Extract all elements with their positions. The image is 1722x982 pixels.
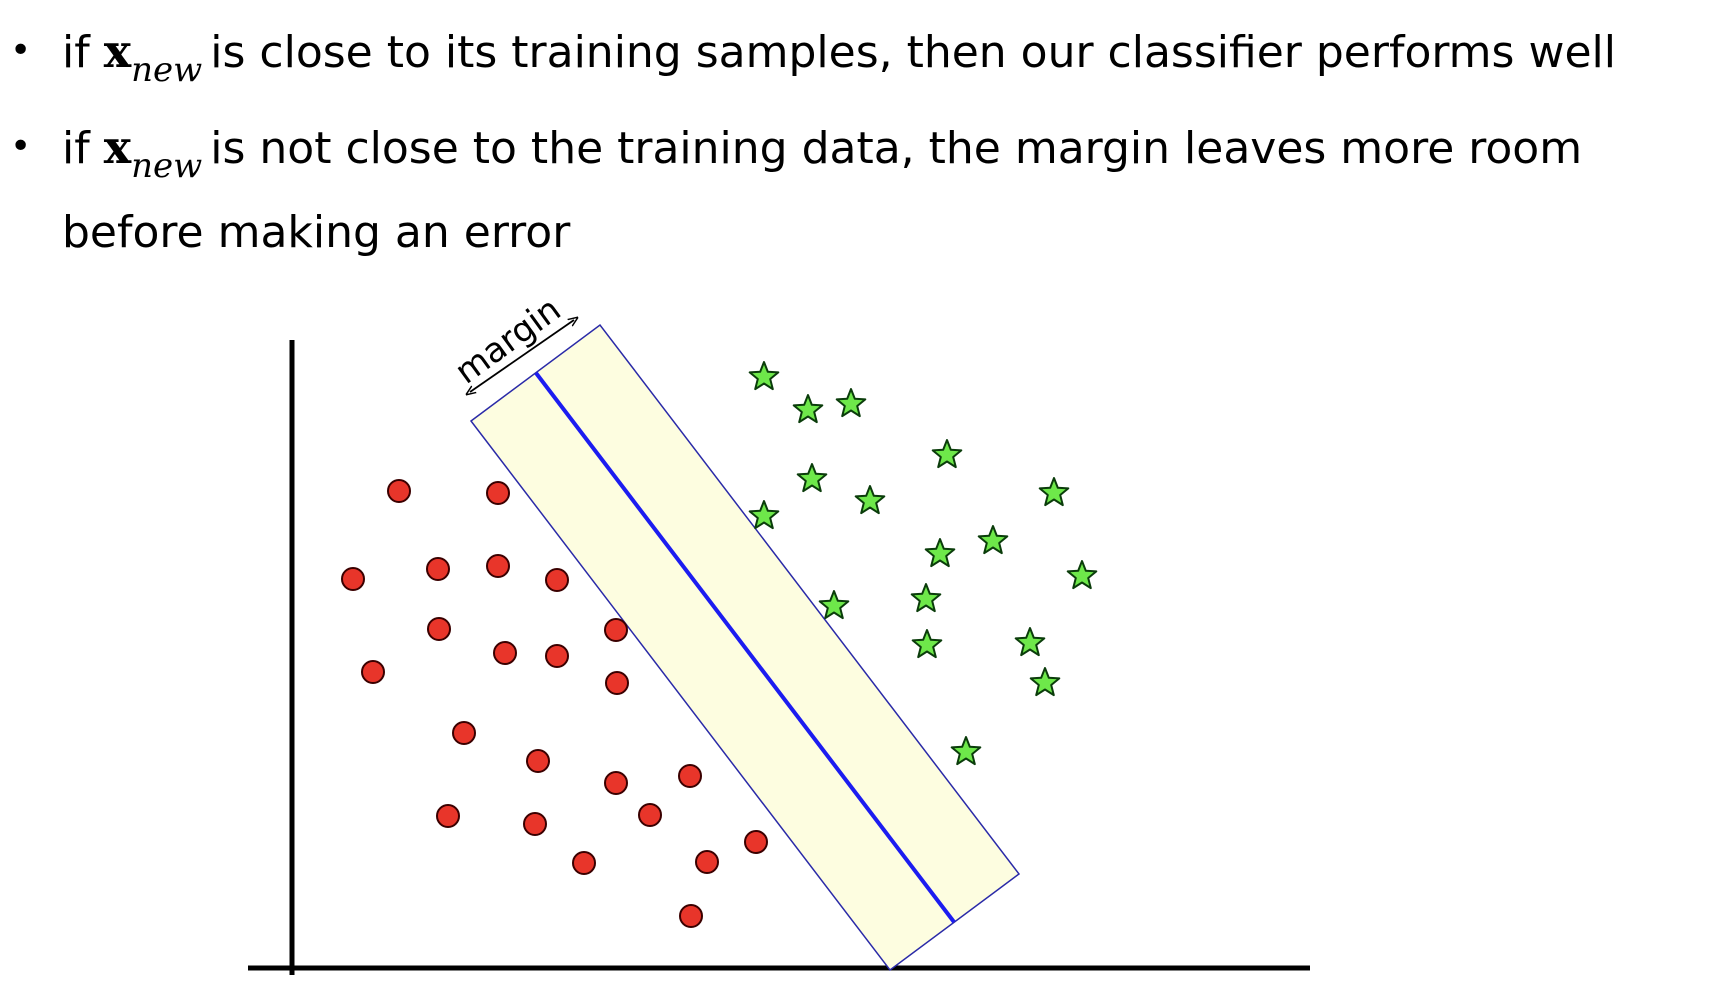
bullet-word-if: if: [62, 27, 90, 78]
bullet-word-if: if: [62, 123, 90, 174]
green-star-point: [1029, 667, 1061, 697]
class-b-points: [748, 361, 1098, 766]
red-circle-point: [744, 830, 768, 854]
bullet-rest-text: is not close to the training data, the m…: [210, 123, 1583, 174]
red-circle-point: [387, 479, 411, 503]
bullet-rest-text: is close to its training samples, then o…: [210, 27, 1616, 78]
red-circle-point: [545, 644, 569, 668]
red-circle-point: [604, 771, 628, 795]
green-star-point: [748, 500, 780, 530]
math-subscript-new: new: [131, 50, 203, 90]
red-circle-point: [436, 804, 460, 828]
green-star-point: [977, 525, 1009, 555]
green-star-point: [835, 388, 867, 418]
bullet-dot: •: [10, 30, 32, 71]
red-circle-point: [604, 618, 628, 642]
red-circle-point: [695, 850, 719, 874]
red-circle-point: [545, 568, 569, 592]
red-circle-point: [341, 567, 365, 591]
bullet-text-1: if xnew is close to its training samples,…: [62, 8, 1616, 99]
red-circle-point: [427, 617, 451, 641]
bullet-text-2: if xnew is not close to the training data…: [62, 104, 1582, 195]
green-star-point: [854, 485, 886, 515]
red-circle-point: [526, 749, 550, 773]
green-star-point: [1014, 627, 1046, 657]
green-star-point: [1038, 477, 1070, 507]
green-star-point: [792, 394, 824, 424]
red-circle-point: [679, 904, 703, 928]
red-circle-point: [605, 671, 629, 695]
green-star-point: [911, 629, 943, 659]
green-star-point: [910, 583, 942, 613]
margin-arrow: [470, 320, 574, 392]
green-star-point: [924, 538, 956, 568]
green-star-point: [748, 361, 780, 391]
red-circle-point: [486, 554, 510, 578]
red-circle-point: [452, 721, 476, 745]
green-star-point: [950, 736, 982, 766]
math-symbol-x: x: [103, 120, 132, 174]
red-circle-point: [678, 764, 702, 788]
red-circle-point: [493, 641, 517, 665]
green-star-point: [1066, 560, 1098, 590]
class-a-points: [341, 479, 768, 928]
bullet-dot: •: [10, 126, 32, 167]
green-star-point: [931, 439, 963, 469]
red-circle-point: [523, 812, 547, 836]
green-star-point: [796, 463, 828, 493]
math-symbol-x: x: [103, 24, 132, 78]
red-circle-point: [638, 803, 662, 827]
red-circle-point: [426, 557, 450, 581]
red-circle-point: [361, 660, 385, 684]
bullet-continuation-text: before making an error: [62, 207, 571, 258]
decision-boundary-line: [534, 371, 956, 924]
green-star-point: [818, 590, 850, 620]
red-circle-point: [486, 481, 510, 505]
red-circle-point: [572, 851, 596, 875]
math-subscript-new: new: [131, 146, 203, 186]
